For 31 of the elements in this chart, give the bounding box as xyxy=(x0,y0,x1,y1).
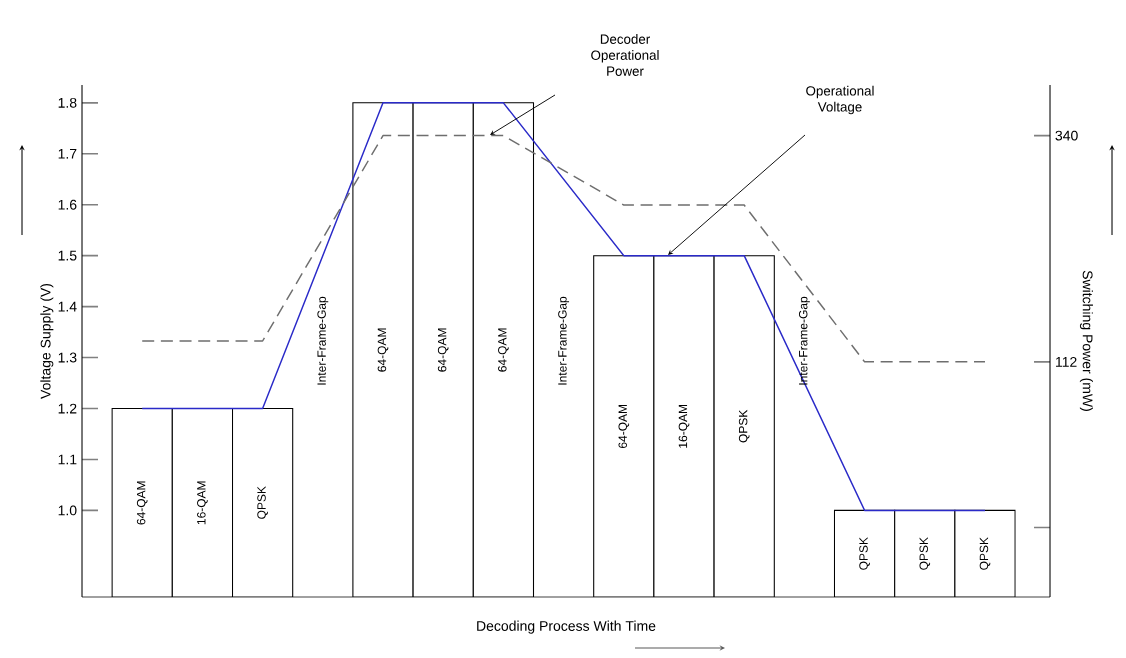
x-tick-label: Inter-Frame-Gap xyxy=(558,296,570,385)
text: Decoder Operational Power xyxy=(591,34,659,76)
x-tick-label: 64-QAM xyxy=(618,404,630,449)
x-axis-title: Decoding Process With Time xyxy=(477,620,656,634)
y-tick-label: 1.2 xyxy=(58,403,77,414)
x-tick-label: 16-QAM xyxy=(197,481,208,525)
y-tick-label: 1.4 xyxy=(58,301,77,312)
x-tick-label: Inter-Frame-Gap xyxy=(317,296,329,385)
x-tick-label: 64-QAM xyxy=(437,328,449,372)
x-tick-label: QPSK xyxy=(919,537,931,570)
y2-axis-title: Switching Power (mW) xyxy=(1079,270,1093,411)
y-tick-label: 1.3 xyxy=(58,352,77,363)
y-tick-label: 1.8 xyxy=(58,97,77,108)
y2-tick-label: 112 xyxy=(1056,356,1077,367)
y2-tick-label: 340 xyxy=(1055,130,1078,141)
y-tick-label: 1.5 xyxy=(58,250,77,261)
x-tick-label: 16-QAM xyxy=(678,404,690,448)
y-tick-label: 1.1 xyxy=(58,454,77,465)
x-tick-label: QPSK xyxy=(738,409,750,443)
x-tick-label: 64-QAM xyxy=(377,328,389,372)
x-tick-label: Inter-Frame-Gap xyxy=(798,296,810,385)
x-tick-label: QPSK xyxy=(859,537,870,570)
x-tick-label: QPSK xyxy=(979,537,991,570)
y-tick-label: 1.0 xyxy=(58,505,77,516)
x-tick-label: 64-QAM xyxy=(498,328,509,372)
y-tick-label: 1.6 xyxy=(58,199,77,210)
y-axis-title: Voltage Supply (V) xyxy=(40,283,54,399)
y-tick-label: 1.7 xyxy=(58,148,77,159)
x-tick-label: 64-QAM xyxy=(136,481,148,525)
x-tick-label: QPSK xyxy=(257,486,268,519)
annotation: Operational Voltage xyxy=(806,85,874,115)
